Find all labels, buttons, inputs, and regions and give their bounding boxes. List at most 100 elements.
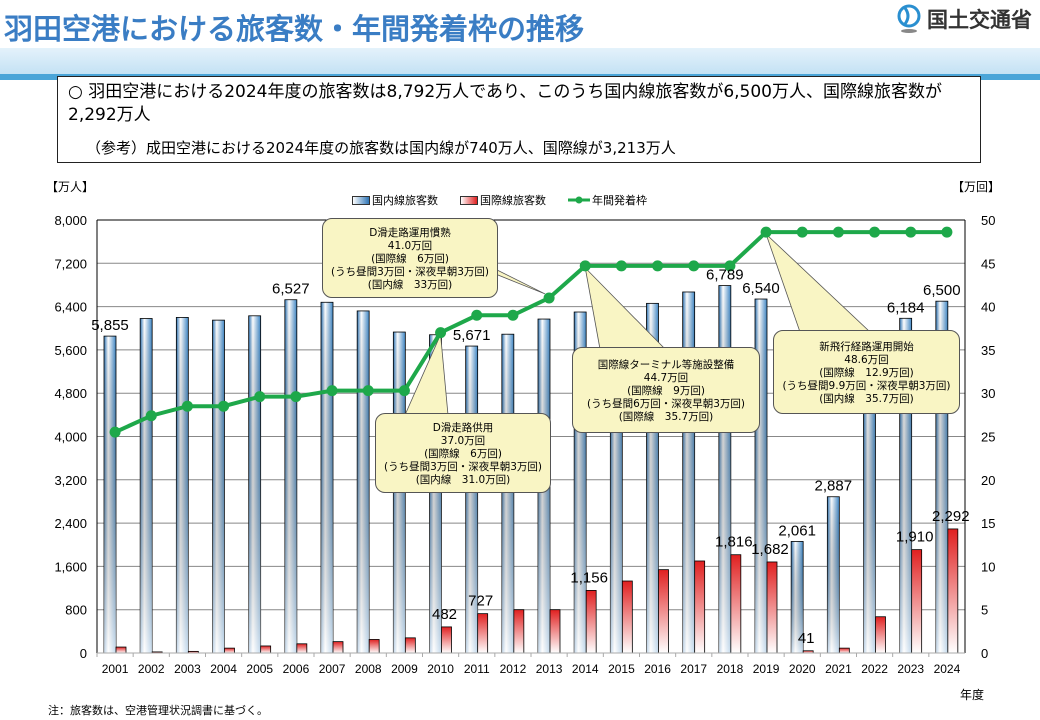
slots-point [615,260,627,272]
callout-line: (国際線 12.9万回) [819,366,914,379]
callout-line: D滑走路供用 [432,421,494,434]
annotation-callout: 新飛行経路運用開始 48.6万回 (国際線 12.9万回) (うち昼間9.9万回・深夜… [773,330,960,414]
domestic-bar-shade [176,317,189,653]
x-tick-label: 2023 [897,662,924,676]
x-tick-label: 2002 [138,662,165,676]
domestic-bar-shade [248,315,261,653]
x-tick-label: 2008 [355,662,382,676]
slots-point [579,260,591,272]
x-axis-label: 年度 [960,688,985,702]
domestic-data-label: 5,855 [91,317,129,334]
domestic-bar-shade [863,366,876,653]
slots-point [254,391,266,403]
international-bar [730,554,742,654]
international-bar [621,580,633,654]
mlit-logo-icon [897,4,921,33]
y-left-tick-label: 3,200 [54,473,87,488]
slots-point [688,260,700,272]
slots-point [218,400,230,412]
slots-line [114,230,947,434]
legend-label: 国内線旅客数 [372,194,438,207]
domestic-data-label: 5,671 [453,327,491,344]
x-tick-label: 2009 [391,662,418,676]
callout-line: (うち昼間3万回・深夜早朝3万回) [383,460,543,473]
y-left-tick-label: 8,000 [54,213,87,228]
y-left-tick-label: 7,200 [54,256,87,271]
legend-swatch-slots [568,196,590,204]
annotation-callout: D滑走路運用慣熟 41.0万回 (国際線 6万回) (うち昼間3万回・深夜早朝3万回)… [322,218,498,298]
domestic-bar-shade [791,541,804,653]
y-left-tick-label: 800 [65,603,87,618]
international-bar [477,613,489,654]
slots-point [869,226,881,238]
callout-line: 新飛行経路運用開始 [819,340,914,353]
international-data-label: 1,682 [751,541,789,558]
international-bar [585,590,597,654]
slots-point [290,391,302,403]
page-title: 羽田空港における旅客数・年間発着枠の推移 [4,12,585,46]
callout-line: (国内線 31.0万回) [415,473,511,486]
domestic-data-label: 6,789 [706,267,744,284]
y-left-tick-label: 1,600 [54,559,87,574]
international-bar [332,641,344,654]
x-tick-label: 2018 [717,662,744,676]
x-tick-label: 2020 [789,662,816,676]
left-axis-unit: 【万人】 [46,180,95,194]
slots-point [724,260,736,272]
summary-main-text: ○ 羽田空港における2024年度の旅客数は8,792万人であり、このうち国内線旅… [68,82,942,125]
domestic-data-label: 6,184 [887,299,925,316]
slots-point [398,385,410,397]
slots-point [760,226,772,238]
logo-text: 国土交通省 [927,8,1032,32]
slots-point [362,385,374,397]
x-tick-label: 2011 [464,662,490,676]
international-bar [658,569,669,654]
y-right-tick-label: 50 [981,213,995,228]
summary-reference-text: （参考）成田空港における2024年度の旅客数は国内線が740万人、国際線が3,2… [86,139,676,157]
y-right-tick-label: 40 [981,300,995,315]
header-band [0,48,1040,74]
x-tick-label: 2005 [246,662,273,676]
international-bar [513,609,525,654]
callout-line: (うち昼間9.9万回・深夜早朝3万回) [782,379,951,392]
x-tick-label: 2017 [680,662,707,676]
x-tick-label: 2024 [934,662,961,676]
domestic-data-label: 6,500 [923,282,961,299]
legend: 国内線旅客数 国際線旅客数 年間発着枠 [352,192,647,208]
international-data-label: 41 [798,630,815,647]
legend-label: 国際線旅客数 [480,194,546,207]
international-bar [838,647,850,654]
ministry-logo: 国土交通省 [897,4,1032,34]
x-tick-label: 2006 [283,662,310,676]
slots-point [435,327,447,339]
x-tick-label: 2021 [825,662,852,676]
legend-international: 国際線旅客数 [460,192,546,208]
domestic-data-label: 6,527 [272,281,310,298]
y-right-tick-label: 30 [981,386,995,401]
international-data-label: 1,816 [715,534,753,551]
callout-line: (うち昼間6万回・深夜早朝3万回) [586,397,746,410]
international-bar [875,616,886,654]
callout-line: 国際線ターミナル等施設整備 [597,358,735,371]
slots-point [471,309,483,321]
international-bar [115,646,127,654]
slots-point [652,260,664,272]
callout-line: (国際線 6万回) [424,447,502,460]
domestic-bar-shade [140,318,153,653]
slots-point [832,226,844,238]
callout-line: 44.7万回 [643,371,689,384]
callout-line: (国内線 33万回) [367,278,453,291]
international-bar [368,639,380,654]
international-bar [766,561,778,654]
callout-line: (うち昼間3万回・深夜早朝3万回) [330,265,490,278]
legend-swatch-international [460,195,478,205]
y-right-tick-label: 15 [981,516,995,531]
x-tick-label: 2007 [319,662,346,676]
international-bar [947,528,959,654]
y-right-tick-label: 45 [981,256,995,271]
x-tick-label: 2016 [644,662,671,676]
callout-line: (国内線 35.7万回) [819,392,914,405]
international-data-label: 2,292 [932,508,970,525]
domestic-bar-shade [357,310,370,653]
domestic-bar-shade [321,302,333,653]
